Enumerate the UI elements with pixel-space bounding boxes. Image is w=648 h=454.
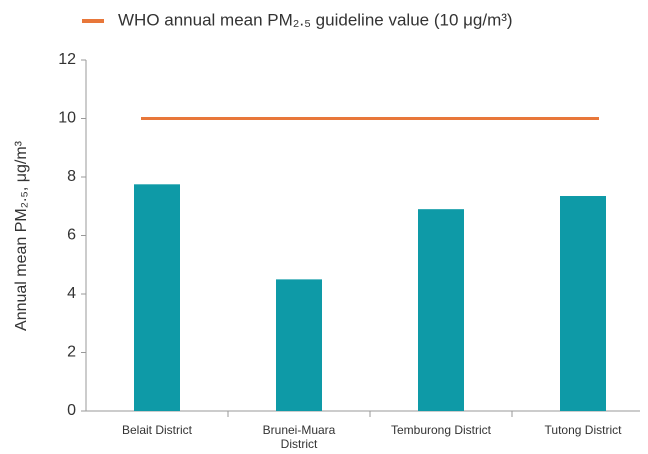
legend-label: WHO annual mean PM₂.₅ guideline value (1… — [118, 10, 513, 29]
y-tick-label: 10 — [58, 110, 76, 127]
bar — [134, 184, 180, 411]
y-tick-label: 2 — [67, 344, 76, 361]
x-tick-label: Tutong District — [544, 423, 622, 437]
y-tick-label: 0 — [67, 402, 76, 419]
y-tick-label: 4 — [67, 285, 76, 302]
bar — [276, 279, 322, 411]
bar — [560, 196, 606, 411]
y-tick-label: 6 — [67, 227, 76, 244]
y-tick-label: 8 — [67, 168, 76, 185]
x-tick-label: Brunei-Muara District — [262, 423, 336, 451]
y-tick-label: 12 — [58, 51, 76, 68]
bar — [418, 209, 464, 411]
x-tick-label: Temburong District — [390, 423, 492, 437]
y-axis-label: Annual mean PM₂.₅, μg/m³ — [13, 140, 30, 331]
x-tick-label: Belait District — [121, 423, 192, 437]
